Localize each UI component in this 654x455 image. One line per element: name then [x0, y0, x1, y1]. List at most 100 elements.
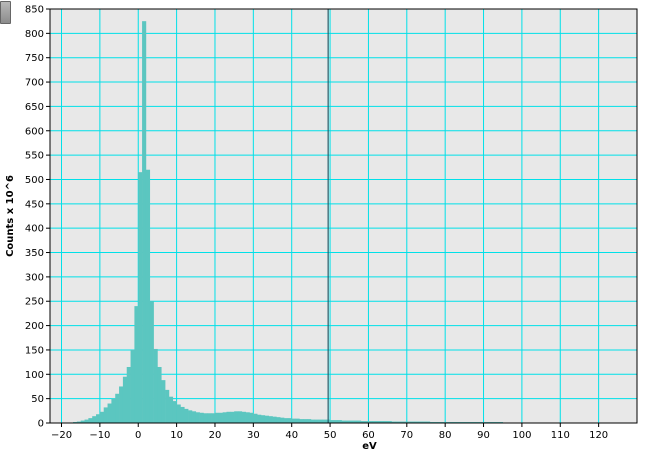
histogram-bar: [172, 401, 177, 423]
histogram-bar: [257, 414, 262, 423]
y-tick-label: 50: [31, 394, 44, 405]
y-tick-label: 500: [25, 175, 44, 186]
x-tick-label: 40: [285, 430, 298, 441]
x-tick-label: 80: [439, 430, 452, 441]
histogram-bar: [107, 403, 112, 423]
y-tick-label: 300: [25, 272, 44, 283]
histogram-bar: [207, 413, 212, 423]
histogram-bar: [310, 419, 316, 423]
histogram-bar: [234, 411, 239, 423]
y-tick-label: 750: [25, 53, 44, 64]
histogram-bar: [353, 420, 358, 423]
histogram-bar: [360, 421, 365, 423]
resize-handle[interactable]: [0, 1, 11, 24]
histogram-bar: [425, 421, 431, 423]
histogram-bar: [418, 421, 423, 423]
histogram-bar: [88, 418, 93, 423]
histogram-bar: [402, 421, 408, 423]
histogram-bar: [295, 418, 300, 423]
histogram-bar: [130, 349, 135, 423]
histogram-bar: [364, 421, 369, 423]
histogram-bar: [142, 21, 147, 423]
histogram-bars: [61, 21, 565, 423]
y-tick-label: 550: [25, 151, 44, 162]
histogram-bar: [195, 412, 200, 423]
histogram-bar: [379, 421, 385, 423]
x-tick-label: 90: [477, 430, 490, 441]
histogram-bar: [299, 419, 304, 423]
histogram-bar: [184, 408, 189, 423]
histogram-bar: [161, 380, 166, 423]
histogram-bar: [153, 348, 158, 423]
histogram-bar: [387, 421, 392, 423]
histogram-bar: [218, 412, 223, 423]
histogram-bar: [157, 366, 162, 423]
histogram-bar: [191, 411, 197, 423]
x-tick-label: −10: [89, 430, 110, 441]
histogram-bar: [303, 419, 308, 423]
histogram-bar: [176, 404, 181, 423]
histogram-bar: [241, 411, 246, 423]
histogram-bar: [149, 301, 154, 423]
y-axis-label: Counts x 10^6: [5, 175, 16, 257]
histogram-bar: [287, 418, 293, 423]
x-axis-ticks: −20 −10 0 10 20 30 40 50 60 70 80 90 100 110 120: [51, 423, 608, 441]
histogram-bar: [383, 421, 388, 423]
histogram-bar: [199, 412, 204, 423]
histogram-bar: [111, 398, 116, 423]
histogram-bar: [349, 420, 354, 423]
histogram-bar: [291, 418, 296, 423]
histogram-bar: [261, 415, 266, 423]
histogram-bar: [376, 421, 381, 423]
histogram-bar: [126, 366, 131, 423]
histogram-bar: [203, 413, 208, 423]
histogram-bar: [391, 421, 396, 423]
x-tick-label: 120: [589, 430, 608, 441]
histogram-bar: [322, 419, 327, 423]
histogram-bar: [180, 406, 185, 423]
y-axis-ticks: 0 50 100 150 200 250 300 350 400 450 500 550 600 650 7…: [25, 5, 50, 430]
histogram-bar: [395, 421, 400, 423]
histogram-bar: [406, 421, 411, 423]
histogram-bar: [115, 393, 120, 423]
histogram-bar: [84, 419, 89, 423]
histogram-bar: [249, 412, 254, 423]
histogram-bar: [356, 420, 362, 423]
histogram-bar: [337, 420, 342, 423]
histogram-bar: [134, 306, 139, 423]
histogram-bar: [211, 413, 216, 423]
histogram-bar: [80, 420, 85, 423]
histogram-bar: [119, 386, 124, 423]
histogram-bar: [76, 421, 81, 423]
histogram-bar: [284, 418, 289, 423]
histogram-bar: [237, 411, 243, 423]
histogram-bar: [307, 419, 312, 423]
histogram-bar: [399, 421, 404, 423]
histogram-bar: [138, 172, 143, 423]
histogram-bar: [264, 415, 269, 423]
x-tick-label: 100: [512, 430, 531, 441]
y-tick-label: 350: [25, 248, 44, 259]
y-tick-label: 450: [25, 199, 44, 210]
histogram-bar: [333, 420, 339, 423]
y-tick-label: 650: [25, 102, 44, 113]
histogram-bar: [276, 417, 281, 423]
histogram-bar: [253, 413, 258, 423]
x-tick-label: −20: [51, 430, 72, 441]
x-tick-label: 20: [209, 430, 222, 441]
histogram-bar: [122, 376, 128, 423]
histogram-bar: [410, 421, 415, 423]
histogram-bar: [422, 421, 427, 423]
y-tick-label: 150: [25, 345, 44, 356]
histogram-bar: [341, 420, 346, 423]
histogram-bar: [222, 412, 227, 423]
histogram-bar: [268, 416, 273, 423]
histogram-bar: [145, 169, 151, 423]
x-tick-label: 60: [362, 430, 375, 441]
histogram-bar: [168, 396, 174, 423]
histogram-bar: [372, 421, 377, 423]
y-tick-label: 850: [25, 5, 44, 16]
histogram-bar: [230, 411, 235, 423]
x-tick-label: 10: [170, 430, 183, 441]
